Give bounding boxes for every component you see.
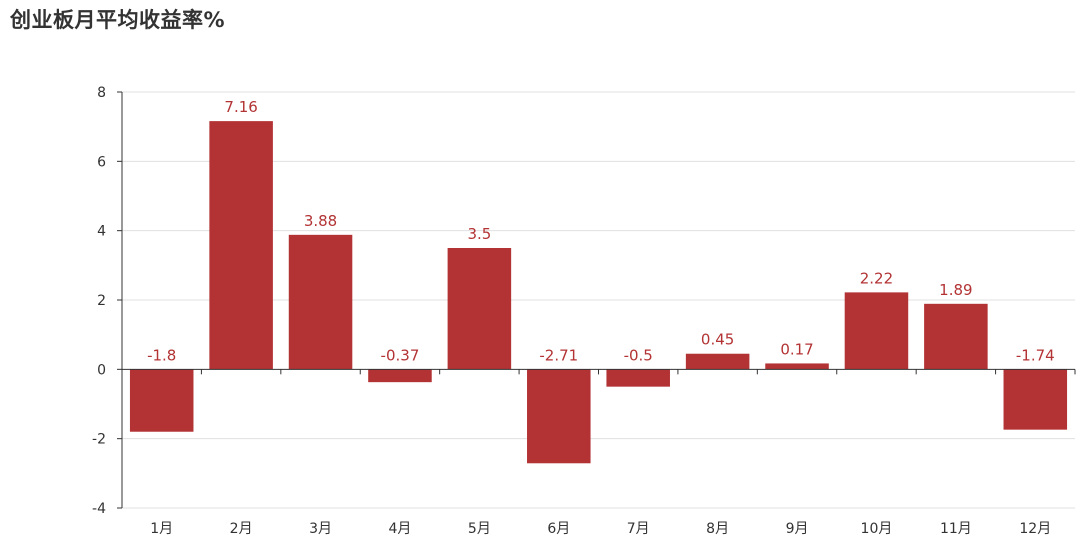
y-tick-label: 4	[97, 224, 106, 240]
x-tick-label: 1月	[150, 521, 173, 537]
bar[interactable]	[129, 369, 194, 432]
x-tick-label: 7月	[627, 521, 650, 537]
y-tick-label: -4	[92, 501, 106, 517]
bar[interactable]	[924, 303, 988, 370]
data-label: 3.88	[304, 212, 337, 230]
chart-title: 创业板月平均收益率%	[10, 8, 226, 32]
bar[interactable]	[209, 121, 273, 370]
data-label: -1.74	[1016, 346, 1055, 364]
axes: -4 -2 0 2 4 6 8	[92, 85, 1076, 517]
grid-lines	[122, 91, 1075, 509]
x-tick-label: 5月	[468, 521, 491, 537]
y-tick-label: 2	[97, 293, 106, 309]
y-tick-label: 0	[97, 362, 106, 378]
y-tick-label: -2	[92, 432, 106, 448]
data-label: 3.5	[467, 225, 491, 243]
x-tick-label: 10月	[861, 521, 893, 537]
x-tick-label: 6月	[547, 521, 570, 537]
data-label: 0.17	[780, 340, 813, 358]
y-tick-label: 8	[97, 85, 106, 101]
data-label: -0.5	[624, 346, 653, 364]
data-label: -0.37	[381, 346, 420, 364]
bars	[129, 121, 1068, 464]
x-tick-label: 9月	[786, 521, 809, 537]
bar[interactable]	[288, 234, 353, 370]
x-tick-label: 4月	[388, 521, 411, 537]
bar[interactable]	[1003, 369, 1068, 430]
x-tick-label: 11月	[940, 521, 972, 537]
x-tick-label: 12月	[1019, 521, 1051, 537]
bar[interactable]	[606, 369, 670, 387]
bar[interactable]	[368, 369, 432, 383]
bar[interactable]	[765, 363, 829, 370]
x-tick-label: 8月	[706, 521, 729, 537]
x-tick-label: 3月	[309, 521, 332, 537]
y-tick-label: 6	[97, 154, 106, 170]
bar[interactable]	[844, 292, 909, 370]
data-label: -1.8	[147, 346, 176, 364]
data-label: 0.45	[701, 331, 734, 349]
bar[interactable]	[527, 369, 591, 464]
x-tick-label: 2月	[230, 521, 253, 537]
data-label: -2.71	[539, 346, 578, 364]
data-label: 7.16	[224, 98, 257, 116]
bar[interactable]	[447, 248, 512, 370]
data-label: 1.89	[939, 281, 972, 299]
data-label: 2.22	[860, 269, 893, 287]
bar[interactable]	[685, 353, 750, 370]
data-labels: 1月 2月 3月 4月 5月 6月 7月 8月 9月 10月 11月 12月 -1.8 7.16 3.88 -…	[147, 98, 1055, 537]
